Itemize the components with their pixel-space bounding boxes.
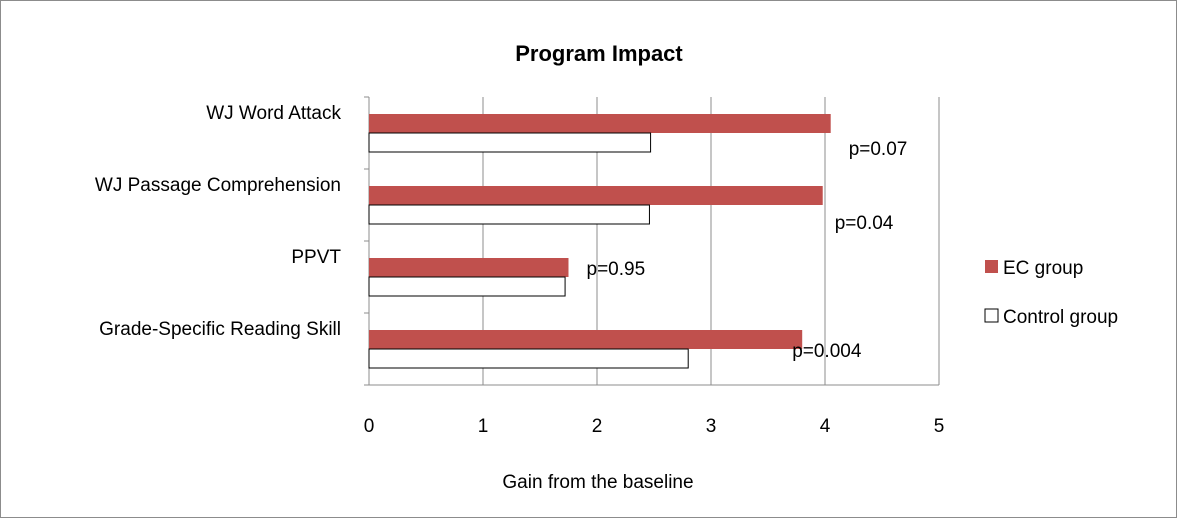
category-label-grade-specific-reading-skill: Grade-Specific Reading Skill [99, 319, 341, 340]
bar-control-group-ppvt [368, 276, 566, 297]
bars [368, 114, 831, 369]
bar-ec-group-wj-passage-comprehension [369, 186, 823, 205]
bar-ec-group-ppvt [369, 258, 569, 277]
p-value-wj-passage-comprehension: p=0.04 [835, 213, 894, 234]
legend-swatch-ec-group [985, 260, 998, 273]
chart-title: Program Impact [515, 41, 683, 66]
x-tick-label-4: 4 [820, 416, 831, 437]
x-axis-label: Gain from the baseline [502, 472, 693, 493]
x-tick-labels: 0 1 2 3 4 5 [364, 416, 945, 437]
p-value-grade-specific-reading-skill: p=0.004 [792, 341, 862, 362]
category-labels: WJ Word Attack WJ Passage Comprehension PP… [95, 103, 342, 340]
x-tick-label-5: 5 [934, 416, 945, 437]
legend: EC group Control group [984, 258, 1118, 328]
x-tick-label-0: 0 [364, 416, 375, 437]
p-value-annotations: p=0.07 p=0.04 p=0.95 p=0.004 [587, 139, 908, 362]
category-label-wj-word-attack: WJ Word Attack [206, 103, 341, 124]
x-tick-label-3: 3 [706, 416, 717, 437]
p-value-wj-word-attack: p=0.07 [849, 139, 908, 160]
x-tick-label-1: 1 [478, 416, 489, 437]
category-label-wj-passage-comprehension: WJ Passage Comprehension [95, 175, 341, 196]
bar-control-group-wj-word-attack [368, 132, 652, 153]
legend-swatch-control-group [984, 308, 999, 323]
bar-ec-group-wj-word-attack [369, 114, 831, 133]
legend-label-control-group: Control group [1003, 307, 1118, 328]
category-label-ppvt: PPVT [291, 247, 341, 268]
bar-control-group-grade-specific-reading-skill [368, 348, 689, 369]
x-tick-label-2: 2 [592, 416, 603, 437]
legend-label-ec-group: EC group [1003, 258, 1083, 279]
p-value-ppvt: p=0.95 [587, 259, 646, 280]
bar-ec-group-grade-specific-reading-skill [369, 330, 803, 349]
bar-control-group-wj-passage-comprehension [368, 204, 650, 225]
